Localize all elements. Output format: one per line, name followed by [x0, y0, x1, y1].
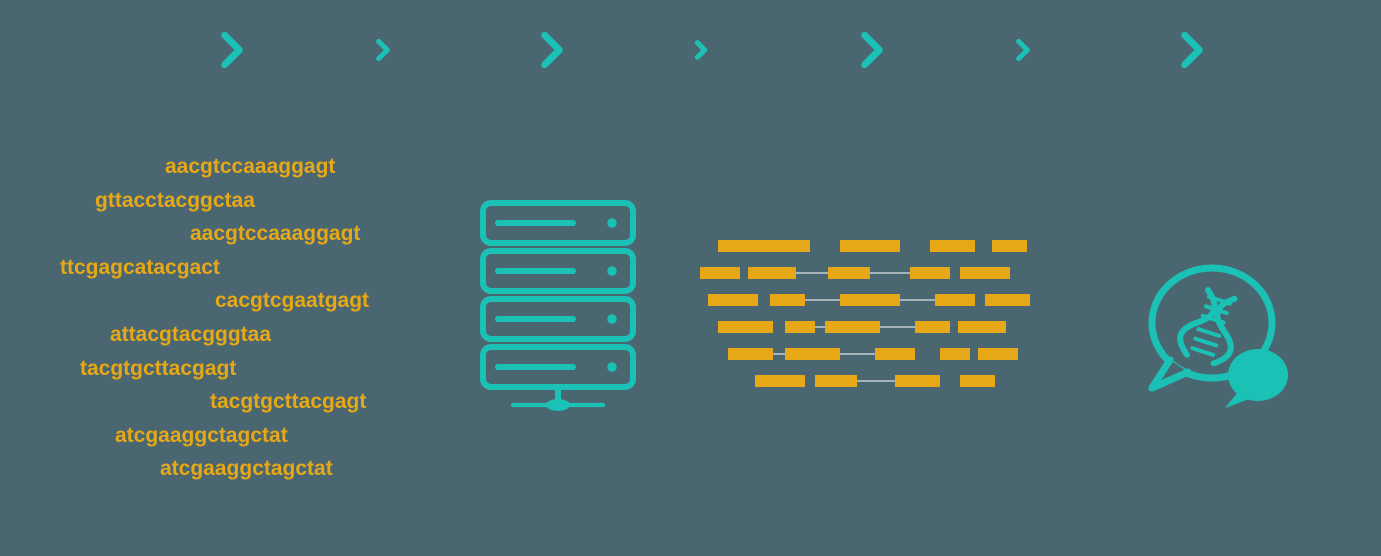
- chevron-right-icon: [850, 28, 894, 72]
- chevron-right-icon: [1170, 28, 1214, 72]
- chevron-right-icon: [1010, 37, 1036, 63]
- sequence-line: gttacctacggctaa: [60, 184, 420, 218]
- sequence-line: tacgtgcttacgagt: [60, 385, 420, 419]
- sequence-line: cacgtcgaatgagt: [60, 284, 420, 318]
- dna-sequences-block: aacgtccaaaggagtgttacctacggctaaaacgtccaaa…: [60, 150, 420, 486]
- sequence-line: aacgtccaaaggagt: [60, 150, 420, 184]
- chevron-right-icon: [530, 28, 574, 72]
- chevron-right-icon: [690, 39, 712, 61]
- dna-speech-icon: [1130, 260, 1295, 415]
- alignment-diagram: [700, 240, 1030, 402]
- sequence-line: atcgaaggctagctat: [60, 452, 420, 486]
- sequence-line: attacgtacgggtaa: [60, 318, 420, 352]
- chevron-row: [0, 20, 1381, 80]
- sequence-line: tacgtgcttacgagt: [60, 352, 420, 386]
- sequence-line: aacgtccaaaggagt: [60, 217, 420, 251]
- chevron-right-icon: [370, 37, 396, 63]
- sequence-line: atcgaaggctagctat: [60, 419, 420, 453]
- sequence-line: ttcgagcatacgact: [60, 251, 420, 285]
- chevron-right-icon: [210, 28, 254, 72]
- server-icon: [480, 200, 650, 429]
